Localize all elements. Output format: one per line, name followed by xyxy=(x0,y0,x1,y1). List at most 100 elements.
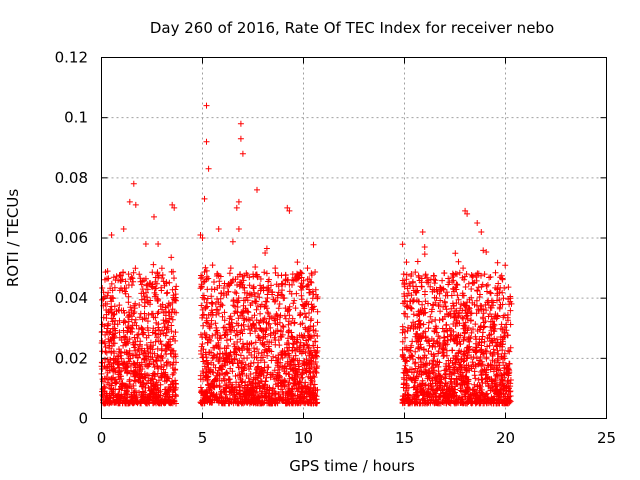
data-point xyxy=(162,369,169,376)
data-point xyxy=(153,394,160,401)
data-point xyxy=(460,265,467,272)
data-point xyxy=(494,259,501,266)
data-point xyxy=(152,330,159,337)
data-point xyxy=(445,275,452,282)
data-point xyxy=(250,285,257,291)
data-point xyxy=(103,390,110,397)
data-point xyxy=(410,311,417,318)
data-point xyxy=(145,311,152,318)
data-point xyxy=(253,298,260,305)
data-point xyxy=(285,340,292,347)
data-point xyxy=(220,324,227,331)
data-point xyxy=(142,385,149,391)
data-point xyxy=(310,291,317,298)
data-point xyxy=(314,294,321,300)
data-point xyxy=(468,317,474,324)
data-point xyxy=(306,276,313,283)
data-point xyxy=(258,354,264,361)
data-point xyxy=(132,265,139,272)
data-point xyxy=(237,352,244,359)
data-point xyxy=(150,382,157,389)
data-point xyxy=(264,295,271,301)
y-tick-label: 0.12 xyxy=(55,49,88,67)
data-point xyxy=(164,393,171,400)
data-point xyxy=(116,287,123,294)
data-point xyxy=(224,370,231,377)
data-point xyxy=(101,323,108,330)
data-point xyxy=(229,323,236,330)
data-point xyxy=(261,269,268,276)
data-point xyxy=(121,359,128,366)
data-point xyxy=(125,299,132,306)
data-point xyxy=(128,282,135,289)
data-point xyxy=(208,286,215,293)
y-tick-label: 0 xyxy=(78,410,88,428)
data-point xyxy=(275,289,282,296)
x-tick-label: 10 xyxy=(294,429,313,447)
data-point xyxy=(105,359,112,365)
data-point xyxy=(105,309,112,316)
data-point xyxy=(126,376,133,383)
data-point xyxy=(124,369,131,376)
data-point xyxy=(306,310,312,316)
data-point xyxy=(296,381,303,387)
data-point xyxy=(309,295,316,302)
data-point xyxy=(203,102,210,109)
data-point xyxy=(128,274,135,281)
data-point xyxy=(314,308,321,315)
data-point xyxy=(308,316,315,322)
data-point xyxy=(115,353,122,360)
y-tick-label: 0.06 xyxy=(55,229,88,247)
data-point xyxy=(150,261,157,268)
data-point xyxy=(225,376,232,383)
data-point xyxy=(134,354,141,361)
data-point xyxy=(298,296,305,303)
data-point xyxy=(486,274,493,281)
data-point xyxy=(157,388,164,395)
x-tick-label: 15 xyxy=(395,429,414,447)
data-point xyxy=(221,360,228,367)
data-point xyxy=(292,305,299,312)
data-point xyxy=(237,120,244,127)
data-point xyxy=(119,400,126,407)
data-point xyxy=(274,362,281,369)
data-point xyxy=(272,265,279,272)
data-point xyxy=(245,309,252,316)
data-point xyxy=(151,399,158,406)
data-point xyxy=(157,303,164,310)
data-point xyxy=(118,350,124,356)
data-point xyxy=(298,348,305,355)
data-point xyxy=(421,251,428,258)
data-point xyxy=(112,317,119,324)
data-point xyxy=(199,368,206,375)
data-point xyxy=(215,358,222,365)
data-point xyxy=(231,341,237,347)
data-point xyxy=(131,334,138,341)
data-point xyxy=(99,392,106,399)
data-point xyxy=(156,327,162,333)
x-axis-label: GPS time / hours xyxy=(289,457,415,475)
data-point xyxy=(277,395,284,401)
data-point xyxy=(226,326,233,333)
data-point xyxy=(227,265,234,272)
data-point xyxy=(168,328,175,335)
data-point xyxy=(106,329,113,336)
data-point xyxy=(216,282,223,289)
data-point xyxy=(219,302,226,309)
data-point xyxy=(234,282,240,288)
data-point xyxy=(257,303,264,310)
data-point xyxy=(231,355,238,362)
data-point xyxy=(144,380,150,387)
data-point xyxy=(248,352,255,358)
data-point xyxy=(206,325,213,332)
data-point xyxy=(409,279,416,286)
data-point xyxy=(116,329,123,336)
data-point xyxy=(168,254,175,261)
data-point xyxy=(224,359,231,366)
data-point xyxy=(412,348,419,355)
chart-title: Day 260 of 2016, Rate Of TEC Index for r… xyxy=(150,19,554,37)
data-point xyxy=(256,294,263,301)
data-point xyxy=(293,290,300,297)
data-point xyxy=(237,135,244,142)
